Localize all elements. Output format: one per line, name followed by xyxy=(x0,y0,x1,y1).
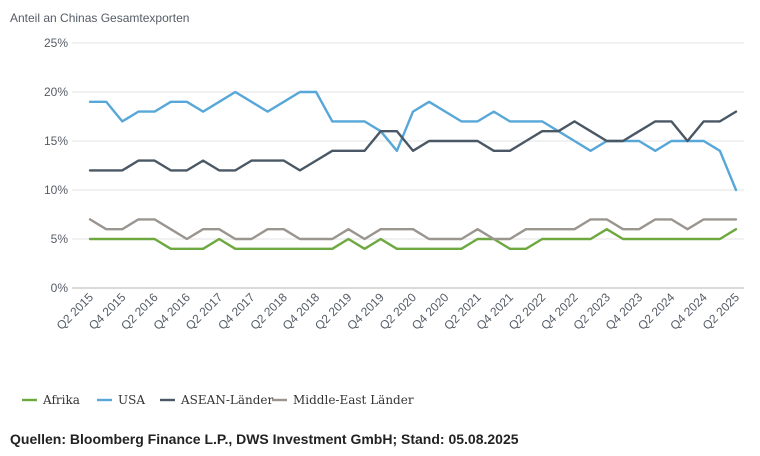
series-lines xyxy=(88,90,738,251)
y-tick-label: 0% xyxy=(51,281,69,295)
y-tick-label: 20% xyxy=(44,85,68,99)
legend-item: Middle-East Länder xyxy=(272,393,414,407)
series-line-1 xyxy=(88,90,738,192)
y-tick-label: 10% xyxy=(44,183,68,197)
legend-label: ASEAN-Länder xyxy=(180,393,274,407)
series-line-3 xyxy=(88,218,738,241)
legend-label: USA xyxy=(118,393,145,407)
gridlines xyxy=(72,42,744,289)
legend-item: Afrika xyxy=(22,393,80,407)
legend-label: Afrika xyxy=(42,393,80,407)
legend-label: Middle-East Länder xyxy=(293,393,414,407)
y-tick-label: 15% xyxy=(44,134,68,148)
legend: Afrika USA ASEAN-Länder Middle-East Länder xyxy=(22,393,414,407)
legend-item: ASEAN-Länder xyxy=(160,393,274,407)
source-note: Quellen: Bloomberg Finance L.P., DWS Inv… xyxy=(10,431,519,447)
legend-item: USA xyxy=(97,393,145,407)
y-axis-label: Anteil an Chinas Gesamtexporten xyxy=(10,11,189,25)
y-tick-label: 25% xyxy=(44,36,68,50)
y-tick-label: 5% xyxy=(51,232,69,246)
series-line-0 xyxy=(88,227,738,251)
y-tick-labels: 0% 5% 10% 15% 20% 25% xyxy=(44,36,68,295)
series-line-2 xyxy=(88,110,738,172)
